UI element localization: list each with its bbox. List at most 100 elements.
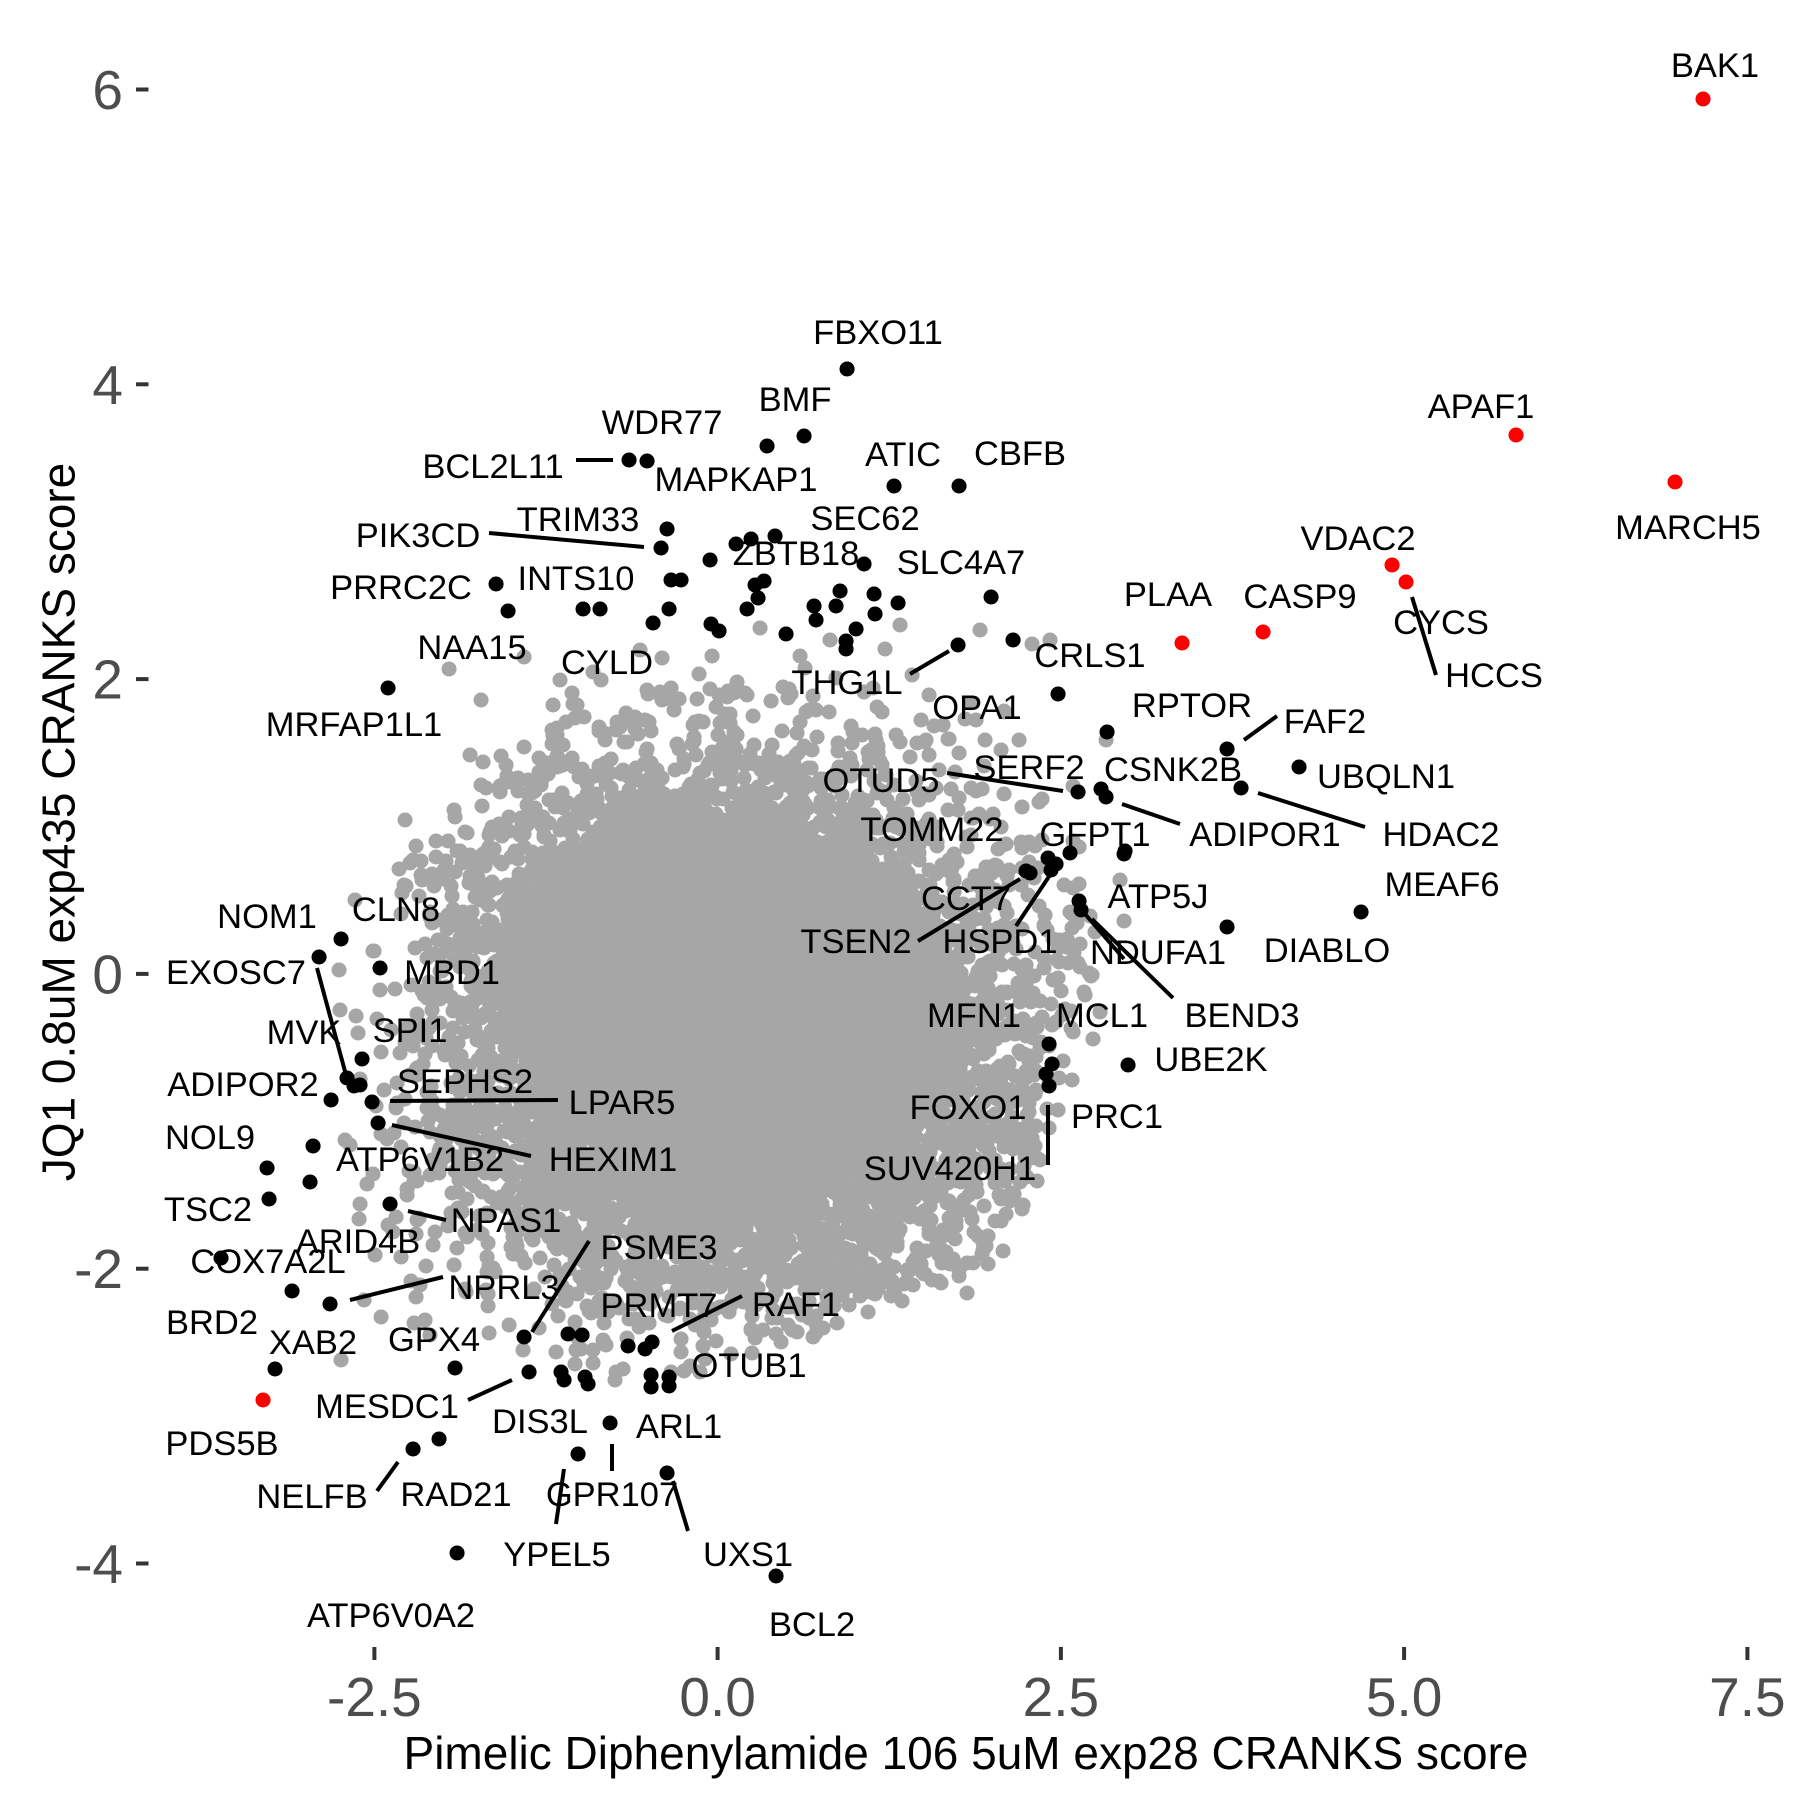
svg-text:CYLD: CYLD — [561, 644, 653, 682]
svg-text:MEAF6: MEAF6 — [1384, 866, 1499, 904]
svg-text:SPI1: SPI1 — [373, 1012, 448, 1050]
svg-text:CASP9: CASP9 — [1243, 578, 1356, 616]
svg-text:0: 0 — [92, 943, 123, 1005]
svg-text:NOM1: NOM1 — [217, 898, 317, 936]
svg-text:INTS10: INTS10 — [518, 560, 635, 598]
svg-text:ATP6V1B2: ATP6V1B2 — [336, 1141, 504, 1179]
svg-text:NOL9: NOL9 — [165, 1119, 255, 1157]
svg-text:OTUD5: OTUD5 — [823, 762, 940, 800]
svg-text:HSPD1: HSPD1 — [942, 923, 1057, 961]
svg-text:5.0: 5.0 — [1366, 1666, 1442, 1728]
svg-text:XAB2: XAB2 — [269, 1324, 357, 1362]
svg-text:SEPHS2: SEPHS2 — [397, 1063, 533, 1101]
svg-text:PRRC2C: PRRC2C — [330, 569, 472, 607]
svg-text:FAF2: FAF2 — [1284, 703, 1366, 741]
svg-text:PIK3CD: PIK3CD — [356, 517, 481, 555]
svg-text:BAK1: BAK1 — [1671, 47, 1759, 85]
svg-text:UXS1: UXS1 — [703, 1536, 793, 1574]
svg-text:PRC1: PRC1 — [1071, 1098, 1163, 1136]
svg-text:MRFAP1L1: MRFAP1L1 — [266, 706, 442, 744]
svg-text:6: 6 — [92, 59, 123, 121]
svg-text:ADIPOR2: ADIPOR2 — [167, 1066, 318, 1104]
svg-text:SERF2: SERF2 — [973, 749, 1084, 787]
svg-text:HDAC2: HDAC2 — [1383, 816, 1500, 854]
svg-text:ATIC: ATIC — [865, 436, 941, 474]
svg-text:CRLS1: CRLS1 — [1034, 637, 1145, 675]
svg-text:TSC2: TSC2 — [164, 1191, 252, 1229]
svg-text:NPRL3: NPRL3 — [448, 1269, 559, 1307]
svg-text:Pimelic Diphenylamide 106 5uM: Pimelic Diphenylamide 106 5uM exp28 CRAN… — [404, 1727, 1529, 1779]
svg-text:FBXO11: FBXO11 — [813, 314, 943, 352]
svg-text:NPAS1: NPAS1 — [451, 1202, 562, 1240]
svg-text:YPEL5: YPEL5 — [503, 1536, 610, 1574]
svg-text:MESDC1: MESDC1 — [315, 1388, 459, 1426]
svg-text:HEXIM1: HEXIM1 — [549, 1141, 677, 1179]
svg-text:4: 4 — [92, 354, 123, 416]
svg-text:BCL2L11: BCL2L11 — [422, 448, 563, 486]
svg-text:APAF1: APAF1 — [1428, 388, 1535, 426]
svg-text:DIS3L: DIS3L — [492, 1403, 588, 1441]
svg-text:PDS5B: PDS5B — [165, 1425, 278, 1463]
svg-text:NDUFA1: NDUFA1 — [1090, 934, 1226, 972]
svg-text:RAF1: RAF1 — [752, 1286, 840, 1324]
svg-text:SEC62: SEC62 — [810, 500, 919, 538]
svg-text:CBFB: CBFB — [974, 435, 1066, 473]
svg-text:2: 2 — [92, 649, 123, 711]
svg-text:CCT7: CCT7 — [921, 880, 1011, 918]
svg-text:VDAC2: VDAC2 — [1300, 520, 1415, 558]
svg-text:ATP6V0A2: ATP6V0A2 — [307, 1597, 475, 1635]
svg-text:ATP5J: ATP5J — [1108, 878, 1209, 916]
svg-text:NAA15: NAA15 — [417, 629, 526, 667]
svg-text:NELFB: NELFB — [256, 1478, 367, 1516]
svg-text:2.5: 2.5 — [1023, 1666, 1099, 1728]
svg-text:MBD1: MBD1 — [404, 954, 500, 992]
svg-text:PRMT7: PRMT7 — [601, 1287, 718, 1325]
svg-text:FOXO1: FOXO1 — [910, 1089, 1027, 1127]
svg-text:ARL1: ARL1 — [636, 1408, 722, 1446]
svg-text:MVK: MVK — [267, 1014, 342, 1052]
svg-text:GPX4: GPX4 — [388, 1321, 480, 1359]
svg-text:RAD21: RAD21 — [400, 1476, 511, 1514]
svg-text:BRD2: BRD2 — [166, 1304, 258, 1342]
svg-text:OPA1: OPA1 — [932, 689, 1021, 727]
svg-text:COX7A2L: COX7A2L — [190, 1243, 345, 1281]
svg-text:RPTOR: RPTOR — [1132, 687, 1252, 725]
svg-text:TSEN2: TSEN2 — [800, 923, 911, 961]
svg-text:CYCS: CYCS — [1393, 604, 1489, 642]
svg-text:7.5: 7.5 — [1709, 1666, 1785, 1728]
svg-text:HCCS: HCCS — [1445, 657, 1543, 695]
svg-text:SLC4A7: SLC4A7 — [897, 544, 1026, 582]
svg-text:GPR107: GPR107 — [546, 1476, 678, 1514]
svg-text:ARID4B: ARID4B — [296, 1223, 421, 1261]
svg-text:PSME3: PSME3 — [601, 1229, 718, 1267]
svg-text:ZBTB18: ZBTB18 — [733, 535, 860, 573]
svg-text:UBQLN1: UBQLN1 — [1317, 758, 1455, 796]
svg-text:CLN8: CLN8 — [352, 891, 440, 929]
svg-text:LPAR5: LPAR5 — [569, 1084, 676, 1122]
svg-text:UBE2K: UBE2K — [1154, 1041, 1267, 1079]
svg-text:CSNK2B: CSNK2B — [1104, 751, 1242, 789]
svg-text:JQ1 0.8uM exp435 CRANKS score: JQ1 0.8uM exp435 CRANKS score — [33, 463, 85, 1181]
svg-text:BEND3: BEND3 — [1184, 997, 1299, 1035]
svg-text:-2: -2 — [74, 1238, 123, 1300]
svg-text:0.0: 0.0 — [679, 1666, 755, 1728]
svg-text:SUV420H1: SUV420H1 — [864, 1150, 1037, 1188]
svg-text:TRIM33: TRIM33 — [517, 501, 640, 539]
svg-text:MARCH5: MARCH5 — [1615, 509, 1761, 547]
svg-text:WDR77: WDR77 — [602, 404, 723, 442]
svg-text:PLAA: PLAA — [1124, 576, 1212, 614]
svg-text:TOMM22: TOMM22 — [860, 811, 1003, 849]
svg-text:THG1L: THG1L — [791, 664, 902, 702]
svg-text:MFN1: MFN1 — [927, 997, 1021, 1035]
svg-text:ADIPOR1: ADIPOR1 — [1189, 816, 1340, 854]
svg-text:MAPKAP1: MAPKAP1 — [655, 461, 818, 499]
svg-text:MCL1: MCL1 — [1056, 997, 1148, 1035]
svg-text:OTUB1: OTUB1 — [691, 1347, 806, 1385]
svg-text:DIABLO: DIABLO — [1264, 932, 1391, 970]
svg-text:GFPT1: GFPT1 — [1039, 816, 1150, 854]
svg-text:BCL2: BCL2 — [769, 1606, 855, 1644]
svg-text:-2.5: -2.5 — [327, 1666, 422, 1728]
svg-text:-4: -4 — [74, 1533, 123, 1595]
svg-text:BMF: BMF — [759, 381, 832, 419]
svg-text:EXOSC7: EXOSC7 — [166, 954, 306, 992]
